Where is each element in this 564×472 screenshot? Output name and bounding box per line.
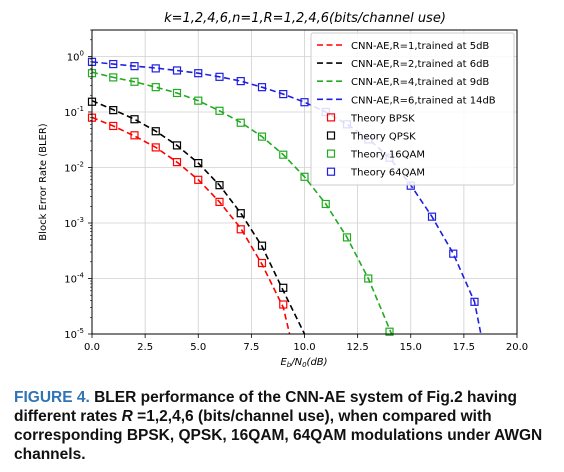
data-point — [194, 158, 203, 168]
data-point — [385, 327, 394, 336]
data-point — [215, 72, 224, 81]
data-point — [172, 141, 182, 150]
x-tick-label: 2.5 — [137, 342, 153, 353]
data-point — [300, 98, 309, 107]
legend-swatch-marker — [326, 113, 336, 122]
caption-text-2: =1,2,4,6 (bits/channel use), when compar… — [14, 408, 543, 463]
data-point — [194, 69, 203, 78]
y-tick-label: 10-2 — [64, 160, 84, 174]
x-axis-label: Eb/N0(dB) — [280, 357, 327, 369]
data-point — [470, 297, 479, 306]
data-point — [257, 241, 267, 250]
caption-rate-symbol: R — [121, 408, 133, 425]
data-point — [215, 197, 224, 206]
data-point — [257, 258, 267, 268]
series-line-2 — [91, 71, 393, 335]
series-layer — [87, 57, 482, 336]
data-point — [449, 249, 458, 258]
data-point — [172, 158, 182, 167]
x-tick-label: 15.0 — [400, 342, 422, 353]
bler-chart: k=1,2,4,6,n=1,R=1,2,4,6(bits/channel use… — [38, 11, 528, 369]
data-point — [172, 66, 182, 75]
data-point — [321, 199, 330, 209]
x-tick-label: 7.5 — [243, 342, 259, 353]
y-tick-label: 10-1 — [64, 105, 84, 119]
data-point — [215, 181, 224, 190]
data-point — [109, 73, 118, 82]
data-point — [279, 150, 288, 159]
legend-label: CNN-AE,R=4,trained at 9dB — [351, 77, 489, 88]
data-point — [109, 106, 118, 115]
axes: 0.0 2.5 5.0 7.5 10.0 12.5 15.0 17.5 20.0 100 10-1 1… — [64, 29, 528, 353]
caption-label: FIGURE 4. — [14, 389, 90, 406]
data-point — [151, 83, 160, 92]
data-point — [151, 127, 160, 136]
data-point — [172, 88, 182, 98]
legend-label: CNN-AE,R=2,trained at 6dB — [351, 59, 489, 70]
series-line-0 — [91, 116, 291, 335]
data-point — [130, 131, 139, 140]
data-point — [236, 77, 245, 86]
data-point — [236, 209, 245, 218]
legend-label: Theory BPSK — [350, 113, 415, 124]
y-tick-label: 10-4 — [64, 271, 84, 285]
x-tick-label: 12.5 — [346, 342, 368, 353]
data-point — [236, 225, 245, 234]
series-line-1 — [91, 99, 306, 335]
y-tick-label: 10-5 — [64, 327, 84, 341]
x-tick-label: 10.0 — [293, 342, 315, 353]
x-tick-label: 17.5 — [453, 342, 475, 353]
x-tick-label: 0.0 — [84, 342, 100, 353]
legend-label: Theory 64QAM — [350, 168, 425, 179]
legend-swatch-marker — [326, 149, 336, 158]
data-point — [109, 121, 118, 131]
y-tick-label: 10-3 — [64, 216, 84, 230]
legend-label: Theory 16QAM — [350, 150, 425, 161]
data-point — [257, 83, 267, 92]
legend: CNN-AE,R=1,trained at 5dB CNN-AE,R=2,trai… — [310, 32, 515, 186]
data-point — [194, 175, 203, 184]
legend-swatch-marker — [326, 131, 336, 140]
figure-caption: FIGURE 4. BLER performance of the CNN-AE… — [14, 388, 554, 464]
data-point — [130, 77, 139, 86]
legend-box — [310, 32, 515, 186]
y-tick-label: 100 — [67, 49, 84, 63]
data-point — [300, 172, 309, 181]
chart-title: k=1,2,4,6,n=1,R=1,2,4,6(bits/channel use… — [164, 11, 446, 26]
data-point — [236, 118, 245, 127]
data-point — [279, 283, 288, 292]
legend-label: CNN-AE,R=6,trained at 14dB — [351, 95, 496, 106]
y-axis-label: Block Error Rate (BLER) — [38, 123, 49, 240]
data-point — [257, 132, 267, 141]
data-point — [215, 106, 224, 115]
data-point — [342, 233, 352, 242]
data-point — [130, 115, 139, 124]
data-point — [194, 96, 203, 105]
data-point — [130, 62, 139, 71]
data-point — [279, 90, 288, 99]
data-point — [279, 300, 288, 309]
x-tick-label: 20.0 — [506, 342, 528, 353]
data-point — [364, 274, 373, 283]
data-point — [427, 212, 437, 221]
legend-label: Theory QPSK — [350, 132, 416, 143]
x-tick-label: 5.0 — [190, 342, 206, 353]
data-point — [109, 59, 118, 69]
legend-swatch-marker — [326, 167, 336, 176]
caption-text-1: BLER performance of the CNN-AE system of… — [14, 389, 517, 425]
data-point — [151, 143, 160, 152]
legend-label: CNN-AE,R=1,trained at 5dB — [351, 41, 489, 52]
data-point — [151, 64, 160, 73]
